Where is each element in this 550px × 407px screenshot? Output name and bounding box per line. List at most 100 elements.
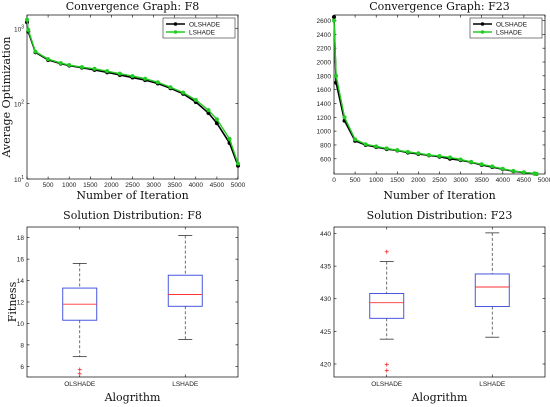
data-point-lshade: [143, 76, 148, 81]
chart-title: Convergence Graph: F23: [369, 0, 509, 13]
x-tick-label: 5000: [231, 182, 246, 189]
category-label: LSHADE: [479, 381, 506, 388]
data-point-lshade: [405, 149, 410, 154]
x-axis-label: Number of Iteration: [76, 189, 188, 202]
x-tick-label: 4000: [496, 177, 511, 184]
data-point-lshade: [511, 168, 516, 173]
x-tick-label: 1500: [83, 182, 98, 189]
data-point-lshade: [214, 117, 219, 122]
solution-distribution-f8: Solution Distribution: F8 Alogrithm Fitnes…: [6, 209, 239, 404]
x-tick-label: 0: [332, 177, 336, 184]
data-point-lshade: [331, 18, 337, 23]
data-point-lshade: [521, 170, 526, 175]
data-point-lshade: [479, 162, 484, 167]
y-tick-label: 16: [17, 257, 25, 264]
x-tick-label: 2500: [125, 182, 140, 189]
x-tick-label: 500: [43, 182, 54, 189]
box-lshade: [167, 274, 203, 307]
chart-title: Solution Distribution: F8: [63, 209, 202, 222]
data-point-lshade: [26, 27, 31, 32]
legend-marker-lshade: [173, 30, 178, 34]
data-point-lshade: [334, 73, 339, 78]
x-tick-label: 3000: [146, 182, 161, 189]
y-tick-label: 1800: [317, 73, 332, 80]
y-tick-label: 600: [320, 156, 331, 163]
y-tick-label: 103: [14, 24, 24, 33]
x-tick-label: 3000: [453, 177, 468, 184]
legend-marker-lshade: [480, 30, 485, 34]
x-tick-label: 1500: [390, 177, 405, 184]
outlier-marker-olshade: [384, 362, 389, 367]
legend-label: OLSHADE: [496, 21, 528, 28]
data-point-lshade: [235, 161, 241, 166]
series-line-lshade: [333, 20, 537, 175]
x-tick-label: 2000: [104, 182, 119, 189]
x-axis-label: Alogrithm: [104, 391, 161, 404]
category-label: OLSHADE: [64, 381, 96, 388]
x-tick-label: 4500: [517, 177, 532, 184]
x-tick-label: 1000: [369, 177, 384, 184]
convergence-graph-f8: Convergence Graph: F8 Number of Iteration…: [0, 0, 246, 202]
chart-title: Convergence Graph: F8: [66, 0, 199, 13]
y-tick-label: 420: [320, 361, 331, 368]
data-point-lshade: [416, 151, 421, 156]
data-point-lshade: [130, 74, 135, 79]
y-tick-label: 1400: [317, 101, 332, 108]
data-point-lshade: [67, 63, 72, 68]
y-tick-label: 2600: [317, 18, 332, 25]
data-point-lshade: [193, 97, 198, 102]
x-tick-label: 2500: [432, 177, 447, 184]
outlier-marker-olshade: [384, 368, 389, 373]
data-point-lshade: [46, 57, 51, 62]
data-point-lshade: [353, 137, 358, 142]
category-label: LSHADE: [172, 381, 199, 388]
plot-frame: [333, 14, 546, 175]
box-olshade: [369, 293, 405, 319]
legend-box: [469, 17, 543, 39]
data-point-lshade: [58, 61, 63, 66]
box-lshade: [474, 273, 510, 308]
x-tick-label: 3500: [167, 182, 182, 189]
outlier-marker-olshade: [77, 367, 82, 372]
y-tick-label: 12: [17, 300, 25, 307]
data-point-lshade: [447, 155, 453, 160]
x-tick-label: 500: [350, 177, 361, 184]
data-point-lshade: [374, 144, 379, 149]
plot-frame: [333, 226, 546, 378]
data-point-lshade: [363, 142, 368, 147]
series-line-olshade: [26, 22, 239, 167]
data-point-lshade: [206, 108, 211, 113]
plot-frame: [26, 226, 239, 378]
data-point-lshade: [105, 69, 110, 74]
y-tick-label: 14: [17, 278, 25, 285]
data-point-lshade: [500, 166, 505, 171]
data-point-lshade: [426, 152, 432, 158]
data-point-lshade: [469, 159, 474, 164]
y-tick-label: 800: [320, 142, 331, 149]
x-tick-label: 4500: [210, 182, 225, 189]
x-tick-label: 2000: [411, 177, 426, 184]
x-tick-label: 5000: [538, 177, 550, 184]
data-point-lshade: [384, 146, 389, 151]
data-point-lshade: [437, 153, 442, 159]
y-tick-label: 6: [20, 364, 24, 371]
y-tick-label: 1200: [317, 115, 332, 122]
y-tick-label: 435: [320, 264, 331, 271]
x-tick-label: 3500: [474, 177, 489, 184]
data-point-lshade: [342, 115, 347, 120]
chart-title: Solution Distribution: F23: [367, 209, 513, 222]
legend-label: LSHADE: [189, 29, 216, 36]
series-line-olshade: [333, 17, 537, 175]
y-tick-label: 8: [20, 342, 24, 349]
outlier-marker-olshade: [384, 249, 389, 254]
x-tick-label: 0: [25, 182, 29, 189]
data-point-lshade: [24, 17, 30, 22]
series-line-lshade: [26, 19, 239, 164]
x-axis-label: Number of Iteration: [383, 189, 495, 202]
y-tick-label: 2000: [317, 60, 332, 67]
data-point-lshade: [227, 136, 232, 141]
data-point-lshade: [79, 65, 84, 70]
y-tick-label: 2400: [317, 32, 332, 39]
y-tick-label: 1000: [317, 129, 332, 136]
y-tick-label: 430: [320, 296, 331, 303]
